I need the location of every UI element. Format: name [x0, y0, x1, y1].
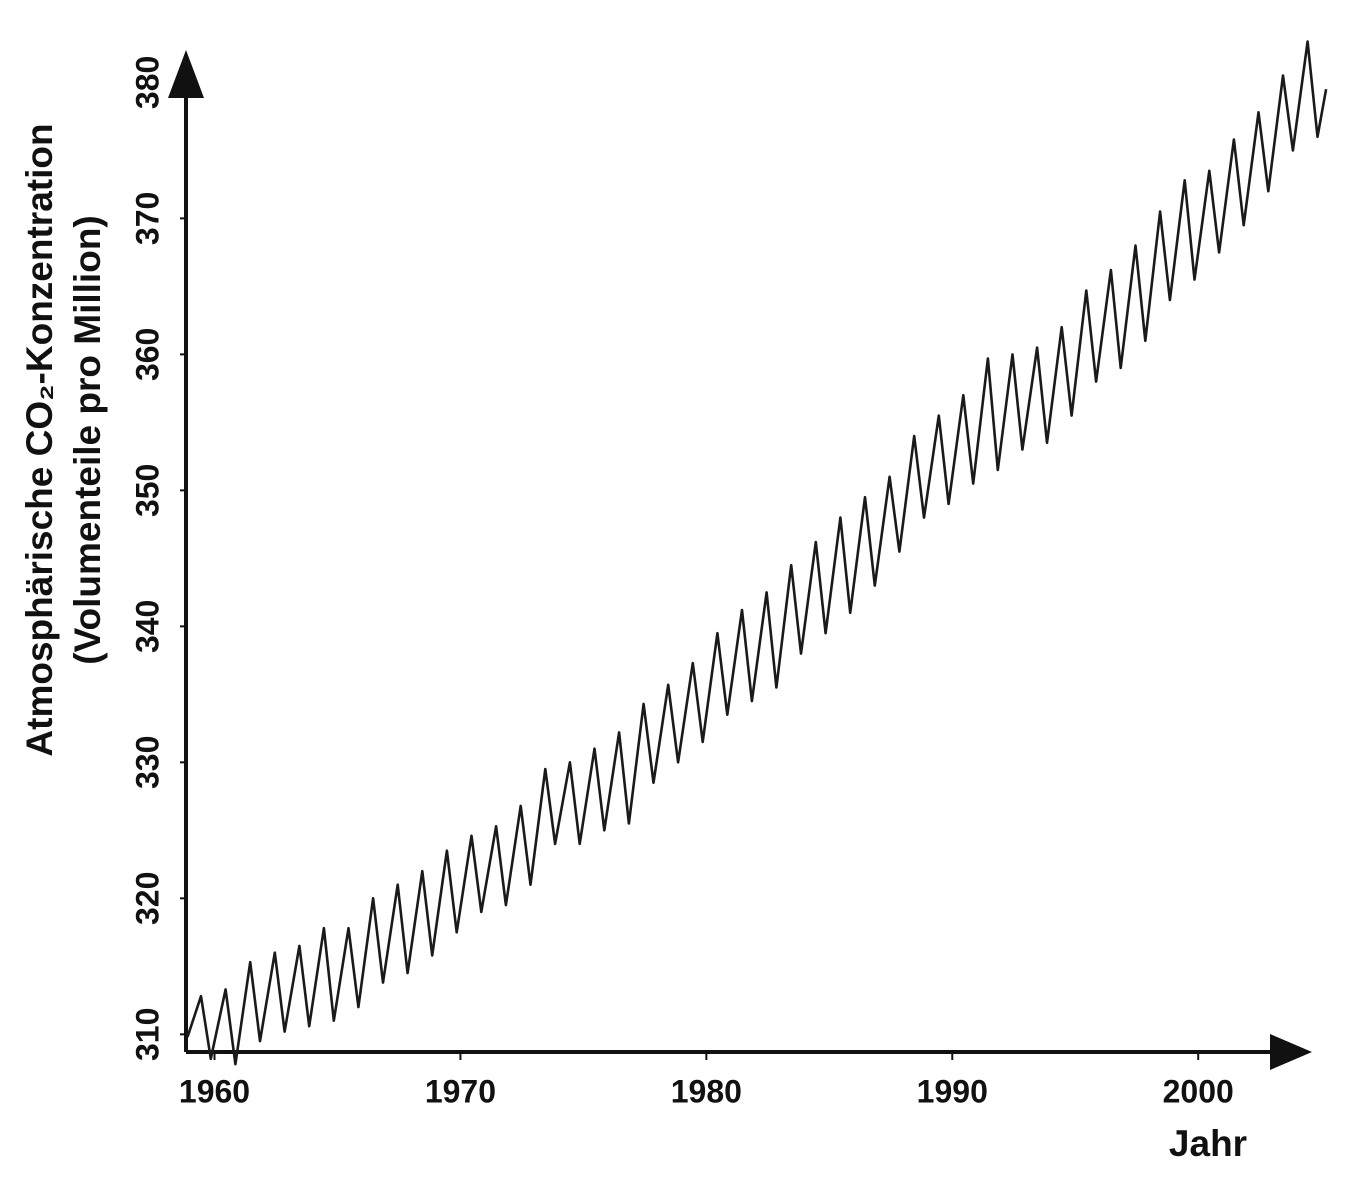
x-tick-label: 1970	[425, 1073, 496, 1109]
y-tick-label: 330	[129, 736, 165, 789]
x-tick-label: 2000	[1163, 1073, 1234, 1109]
y-axis-title: Atmosphärische CO₂-Konzentration	[19, 123, 60, 756]
y-tick-label: 340	[129, 600, 165, 653]
x-tick-label: 1960	[179, 1073, 250, 1109]
y-tick-label: 310	[129, 1008, 165, 1061]
co2-line	[186, 40, 1328, 1066]
x-axis-arrow	[1270, 1034, 1312, 1070]
y-axis-arrow	[168, 50, 204, 98]
y-axis-title: (Volumenteile pro Million)	[67, 215, 108, 664]
y-tick-label: 320	[129, 872, 165, 925]
x-tick-label: 1990	[917, 1073, 988, 1109]
y-tick-label: 350	[129, 464, 165, 517]
y-tick-label: 370	[129, 192, 165, 245]
y-tick-label: 360	[129, 328, 165, 381]
x-tick-label: 1980	[671, 1073, 742, 1109]
x-axis-title: Jahr	[1169, 1123, 1247, 1164]
y-tick-label: 380	[129, 56, 165, 109]
axes	[168, 50, 1312, 1070]
